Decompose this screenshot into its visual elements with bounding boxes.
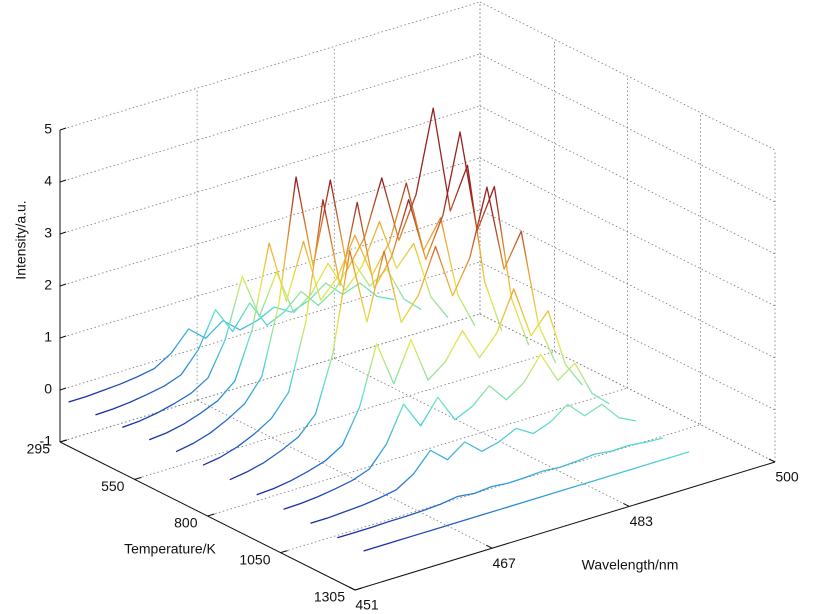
grid-line xyxy=(59,313,481,443)
axes: -1 0 1 2 3 4 5 295 550 800 1050 1305 451 467 483 500 xyxy=(27,121,799,613)
spectrum-line xyxy=(229,186,557,481)
x-axis-label: Wavelength/nm xyxy=(582,557,679,573)
grid-line xyxy=(479,313,776,463)
grid-line xyxy=(196,399,493,549)
grid-line xyxy=(59,209,481,339)
z-tick-label: 1 xyxy=(44,329,52,345)
grid-line xyxy=(479,157,776,307)
y-tick-label: 550 xyxy=(101,478,125,494)
spectrum-line xyxy=(256,288,583,496)
spectrum-line xyxy=(310,403,637,524)
tick-mark xyxy=(59,283,67,287)
tick-mark xyxy=(59,335,67,339)
z-tick-label: 4 xyxy=(44,173,52,189)
grid-line xyxy=(479,53,776,203)
grid-line xyxy=(479,105,776,255)
grid-line xyxy=(280,424,701,554)
tick-mark xyxy=(348,586,356,591)
tick-mark xyxy=(354,587,363,591)
tick-mark xyxy=(485,544,493,549)
grid xyxy=(59,1,776,591)
z-tick-label: 5 xyxy=(44,121,52,137)
spectrum-line xyxy=(202,131,530,466)
grid-line xyxy=(59,157,481,287)
grid-line xyxy=(59,1,481,131)
grid-line xyxy=(59,261,481,391)
tick-mark xyxy=(207,513,215,517)
z-tick-label: 3 xyxy=(44,225,52,241)
grid-line xyxy=(334,358,630,507)
z-tick-label: 0 xyxy=(44,381,52,397)
spectrum-line xyxy=(363,451,690,552)
grid-line xyxy=(479,209,776,359)
y-tick-label: 1305 xyxy=(314,589,345,605)
tick-mark xyxy=(280,550,288,554)
spectrum-line xyxy=(95,259,422,416)
tick-mark xyxy=(768,458,776,463)
y-axis-label: Temperature/K xyxy=(124,541,216,557)
x-tick-label: 483 xyxy=(630,513,654,529)
z-axis-label: Intensity/a.u. xyxy=(13,200,29,279)
grid-line xyxy=(207,387,628,517)
tick-mark xyxy=(59,179,67,183)
tick-mark xyxy=(59,439,68,443)
y-tick-label: 800 xyxy=(174,515,198,531)
y-tick-label: 295 xyxy=(27,441,51,457)
x-tick-label: 500 xyxy=(775,469,799,485)
spectrum-line xyxy=(283,353,610,510)
z-tick-label: 2 xyxy=(44,277,52,293)
plot-lines xyxy=(68,107,690,552)
y-tick-label: 1050 xyxy=(239,551,270,567)
grid-line xyxy=(59,53,481,183)
x-tick-label: 467 xyxy=(492,555,516,571)
spectrum-line xyxy=(68,282,395,403)
tick-mark xyxy=(59,387,67,391)
tick-mark xyxy=(59,127,67,131)
spectrum-line xyxy=(122,220,449,428)
grid-line xyxy=(134,350,555,480)
spectrum-line xyxy=(337,437,664,539)
z-tick-label: -1 xyxy=(40,433,53,449)
x-tick-label: 451 xyxy=(355,597,379,613)
tick-mark xyxy=(134,476,142,480)
grid-line xyxy=(479,1,776,151)
tick-mark xyxy=(59,231,67,235)
axis-line xyxy=(354,461,776,591)
spectrum-line xyxy=(148,182,476,441)
grid-line xyxy=(59,105,481,235)
grid-line xyxy=(479,261,776,411)
tick-mark xyxy=(623,502,630,507)
